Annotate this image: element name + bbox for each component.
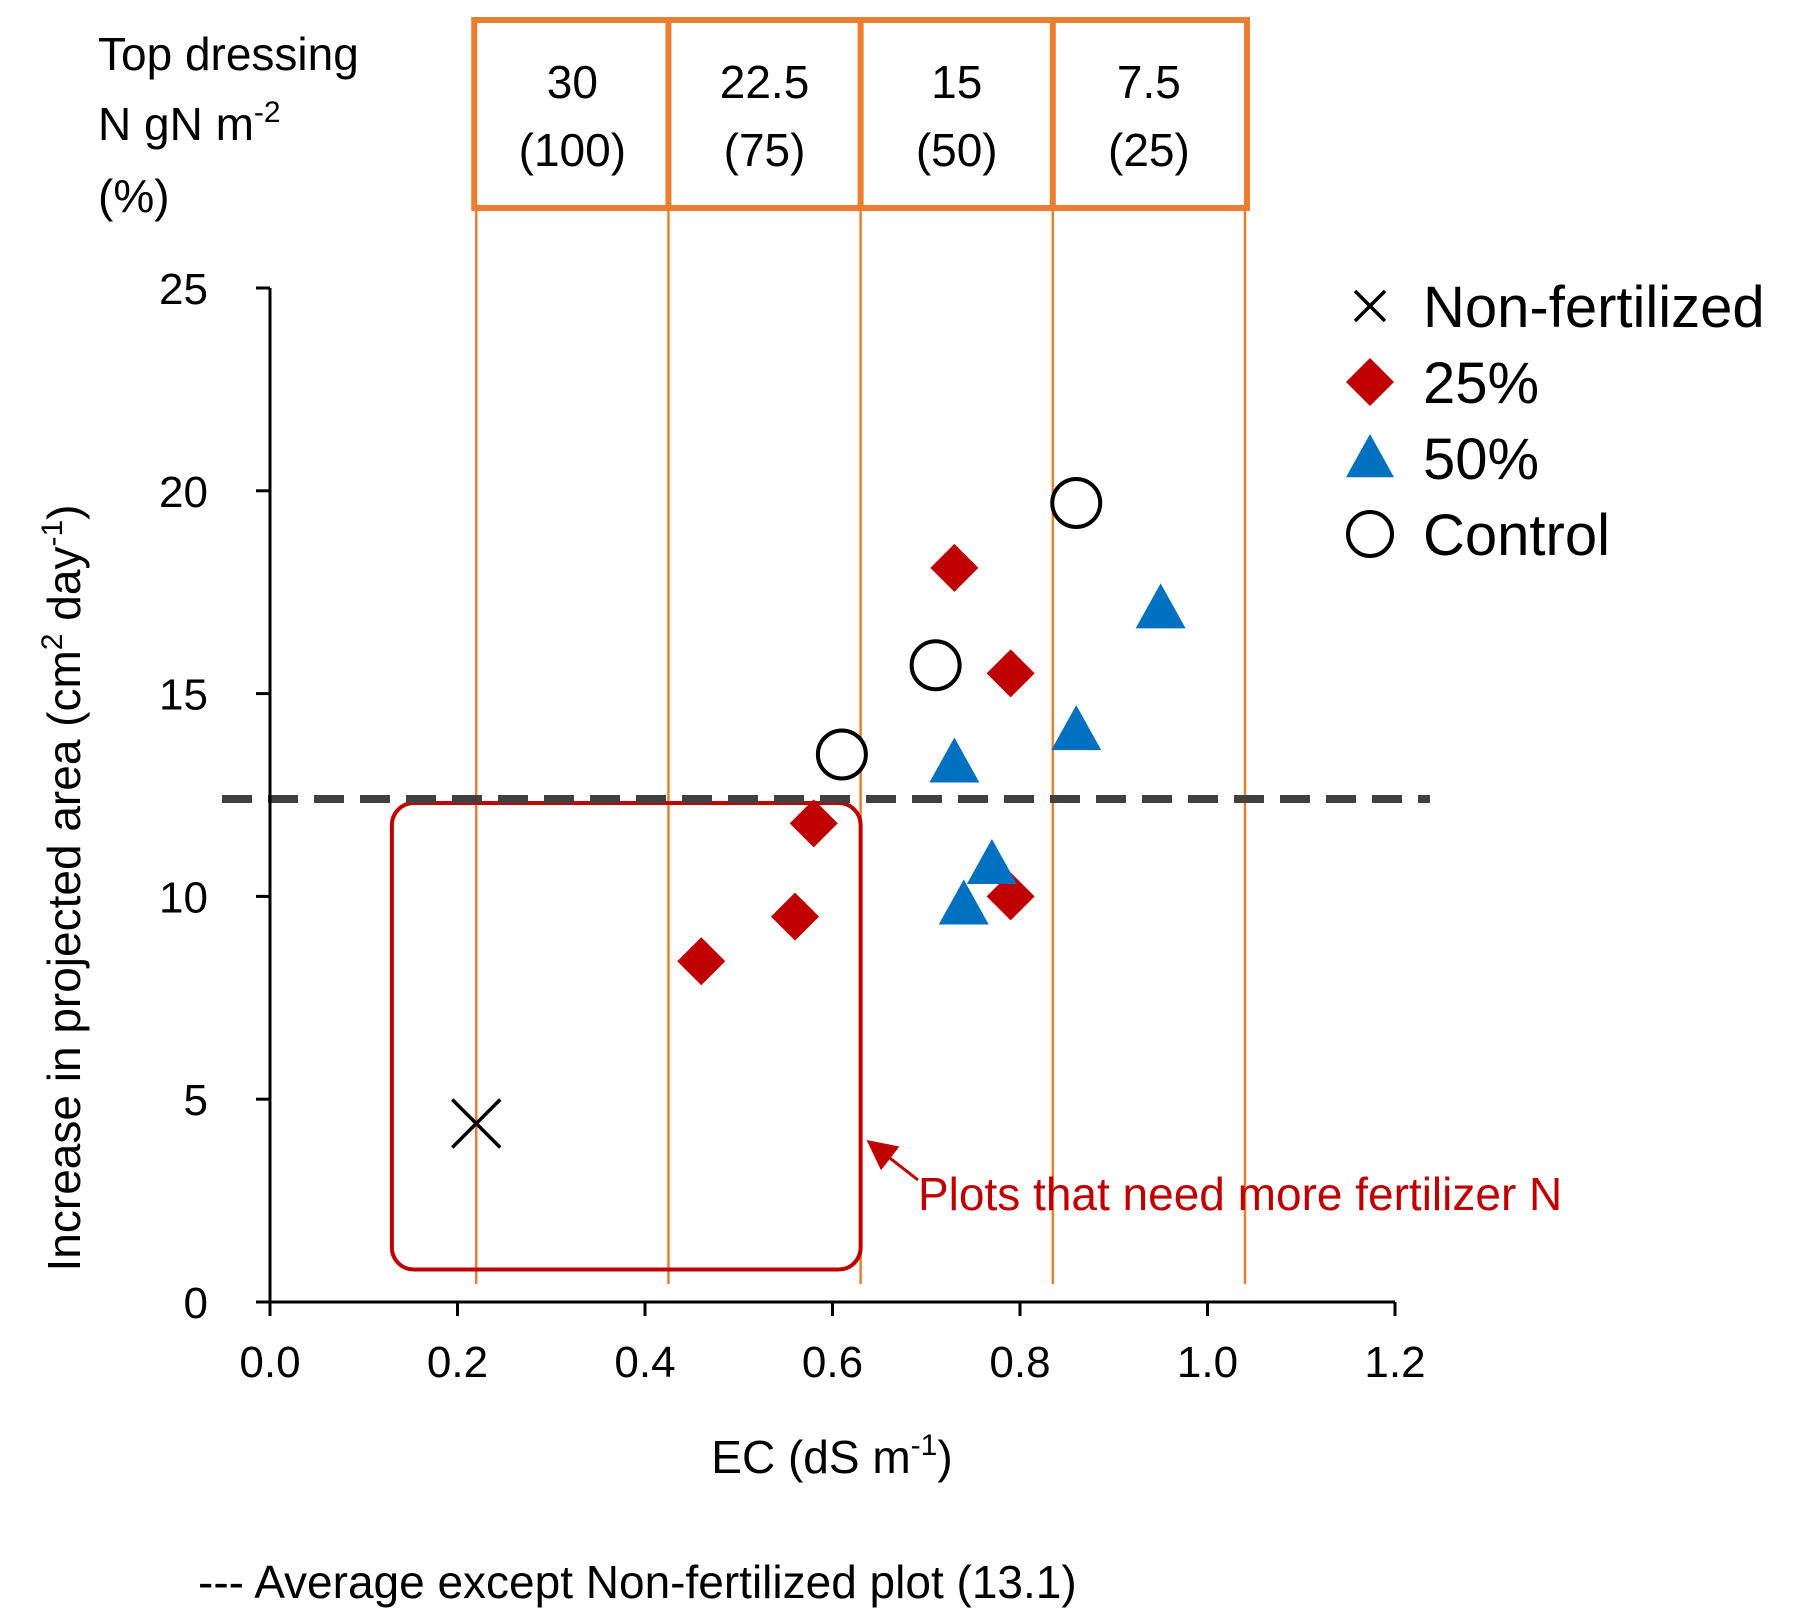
y-axis-title-sup1: 2 bbox=[36, 633, 69, 650]
top-dressing-percent: (25) bbox=[1108, 124, 1190, 176]
y-axis-title: Increase in projected area (cm2 day-1) bbox=[36, 505, 90, 1272]
y-axis-title-sup2: -1 bbox=[36, 520, 69, 547]
top-dressing-label-line3: (%) bbox=[98, 170, 170, 222]
top-dressing-unit-sup: -2 bbox=[254, 96, 281, 129]
data-point-circle-open bbox=[909, 639, 962, 692]
marker-stroke bbox=[1353, 289, 1387, 323]
top-dressing-label-line2: N gN m-2 bbox=[98, 96, 281, 150]
legend: Non-fertilized 25% 50% Control bbox=[1346, 275, 1765, 568]
data-point-triangle bbox=[1051, 705, 1102, 751]
data-point-circle-open bbox=[815, 728, 868, 781]
x-tick-label: 1.0 bbox=[1177, 1338, 1238, 1387]
x-axis-title-main: EC (dS m bbox=[711, 1431, 910, 1483]
top-dressing-header: 30 (100) 22.5 (75) 15 (50) 7.5 (25) bbox=[471, 17, 1250, 211]
legend-marker-x bbox=[1353, 289, 1387, 323]
top-dressing-unit: N gN m bbox=[98, 98, 254, 150]
top-dressing-value: 22.5 bbox=[720, 56, 810, 108]
top-dressing-value: 7.5 bbox=[1117, 56, 1181, 108]
legend-label: 25% bbox=[1423, 351, 1539, 416]
data-point-diamond bbox=[986, 649, 1035, 698]
data-point-triangle bbox=[938, 879, 989, 925]
top-dressing-percent: (75) bbox=[724, 124, 806, 176]
data-point-diamond bbox=[771, 892, 819, 941]
top-dressing-percent: (50) bbox=[916, 124, 998, 176]
highlight-region bbox=[389, 801, 863, 1272]
y-axis-ticks: 0 5 10 15 20 25 bbox=[159, 265, 270, 1328]
x-tick-label: 0.0 bbox=[239, 1338, 300, 1387]
y-axis-title-mid: day bbox=[38, 547, 90, 634]
x-axis-title-end: ) bbox=[937, 1431, 952, 1483]
footnote: --- Average except Non-fertilized plot (… bbox=[198, 1556, 1077, 1608]
data-point-diamond bbox=[789, 799, 838, 848]
y-tick-label: 25 bbox=[159, 265, 208, 314]
legend-marker-circle-open bbox=[1346, 510, 1394, 558]
x-axis-title: EC (dS m-1) bbox=[711, 1429, 952, 1483]
y-tick-label: 15 bbox=[159, 671, 208, 720]
data-point-triangle bbox=[966, 838, 1017, 884]
y-axis-title-end: ) bbox=[38, 505, 90, 520]
data-point-x bbox=[451, 1098, 502, 1149]
legend-label: 50% bbox=[1423, 427, 1539, 492]
x-tick-label: 0.4 bbox=[614, 1338, 675, 1387]
x-tick-label: 0.6 bbox=[802, 1338, 863, 1387]
data-point-triangle bbox=[1135, 583, 1186, 629]
top-dressing-label-line1: Top dressing bbox=[98, 28, 359, 80]
x-tick-label: 1.2 bbox=[1364, 1338, 1425, 1387]
data-point-circle-open bbox=[1050, 476, 1103, 529]
legend-label: Control bbox=[1423, 503, 1610, 568]
data-point-diamond bbox=[677, 937, 726, 986]
y-axis-title-main: Increase in projected area (cm bbox=[38, 650, 90, 1271]
marker-stroke bbox=[451, 1098, 502, 1149]
y-tick-label: 20 bbox=[159, 468, 208, 517]
y-tick-label: 0 bbox=[184, 1279, 208, 1328]
data-points bbox=[451, 476, 1186, 1149]
annotation-text: Plots that need more fertilizer N bbox=[918, 1168, 1562, 1220]
x-tick-label: 0.8 bbox=[989, 1338, 1050, 1387]
x-axis-title-sup: -1 bbox=[911, 1429, 938, 1462]
data-point-diamond bbox=[930, 543, 979, 592]
annotation-arrow bbox=[866, 1139, 919, 1182]
top-dressing-percent: (100) bbox=[519, 124, 626, 176]
data-point-triangle bbox=[929, 737, 980, 783]
y-tick-label: 10 bbox=[159, 873, 208, 922]
legend-label: Non-fertilized bbox=[1423, 275, 1765, 340]
top-dressing-value: 30 bbox=[547, 56, 598, 108]
top-dressing-value: 15 bbox=[931, 56, 982, 108]
legend-marker-diamond bbox=[1346, 358, 1394, 406]
y-tick-label: 5 bbox=[184, 1076, 208, 1125]
legend-marker-triangle bbox=[1346, 434, 1394, 478]
data-point-diamond bbox=[986, 872, 1035, 921]
x-tick-label: 0.2 bbox=[427, 1338, 488, 1387]
x-axis-ticks: 0.0 0.2 0.4 0.6 0.8 1.0 1.2 bbox=[239, 1302, 1426, 1387]
